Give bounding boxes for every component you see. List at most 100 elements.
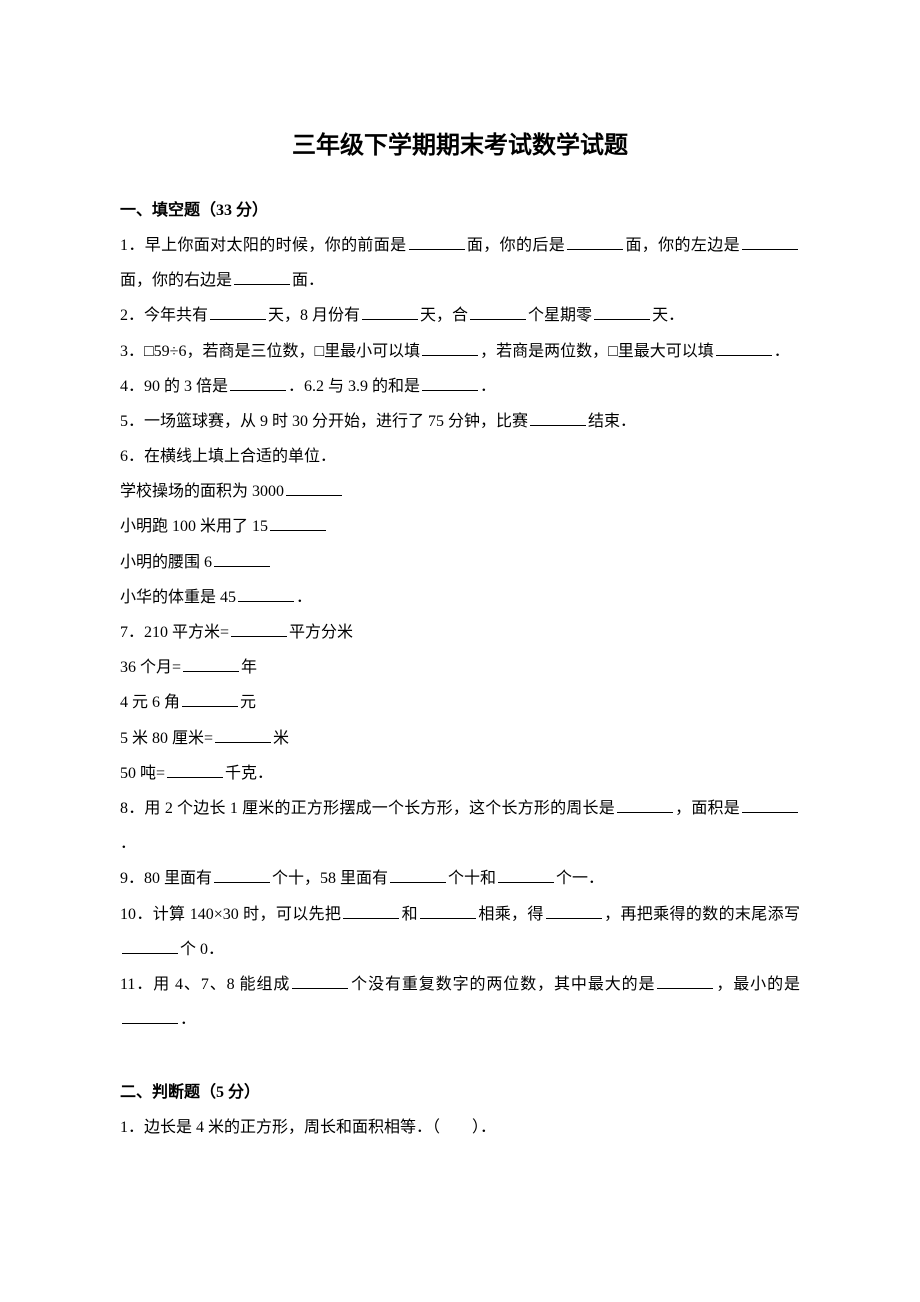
question-8: 8．用 2 个边长 1 厘米的正方形摆成一个长方形，这个长方形的周长是，面积是． <box>120 791 800 861</box>
blank <box>742 795 798 813</box>
q7-text-d: 年 <box>241 659 257 676</box>
blank <box>214 865 270 883</box>
q5-text-a: 5．一场篮球赛，从 9 时 30 分开始，进行了 75 分钟，比赛 <box>120 413 528 430</box>
section-2-header: 二、判断题（5 分） <box>120 1075 800 1110</box>
blank <box>215 725 271 743</box>
blank <box>716 338 772 356</box>
q9-text-a: 9．80 里面有 <box>120 870 212 887</box>
q2-text-e: 天． <box>652 307 684 324</box>
section2-question-1: 1．边长是 4 米的正方形，周长和面积相等．（ ）． <box>120 1110 800 1145</box>
q6-text-f: ． <box>296 589 312 606</box>
blank <box>122 1006 178 1024</box>
blank <box>234 267 290 285</box>
q2-text-a: 2．今年共有 <box>120 307 208 324</box>
blank <box>420 901 476 919</box>
q7-text-b: 平方分米 <box>289 624 353 641</box>
question-7-line3: 4 元 6 角元 <box>120 685 800 720</box>
blank <box>390 865 446 883</box>
q9-text-d: 个一． <box>556 870 604 887</box>
q7-text-f: 元 <box>240 694 256 711</box>
blank <box>214 549 270 567</box>
blank <box>270 513 326 531</box>
question-6-header: 6．在横线上填上合适的单位． <box>120 439 800 474</box>
q1-text-c: 面，你的左边是 <box>625 237 740 254</box>
question-6-line1: 学校操场的面积为 3000 <box>120 474 800 509</box>
question-1: 1．早上你面对太阳的时候，你的前面是 面，你的后是 面，你的左边是面，你的右边是 面． <box>120 228 800 298</box>
blank <box>292 971 348 989</box>
q2-text-c: 天，合 <box>420 307 468 324</box>
blank <box>122 936 178 954</box>
question-5: 5．一场篮球赛，从 9 时 30 分开始，进行了 75 分钟，比赛 结束． <box>120 404 800 439</box>
blank <box>657 971 713 989</box>
q3-text-b: ，若商是两位数，□里最大可以填 <box>480 343 714 360</box>
q10-text-e: 个 0． <box>180 941 224 958</box>
q6-text-e: 小华的体重是 45 <box>120 589 236 606</box>
question-7-line5: 50 吨= 千克． <box>120 756 800 791</box>
q1-text-a: 1．早上你面对太阳的时候，你的前面是 <box>120 237 407 254</box>
blank <box>286 478 342 496</box>
section-1-header: 一、填空题（33 分） <box>120 193 800 228</box>
q4-text-c: ． <box>480 378 496 395</box>
blank <box>238 584 294 602</box>
question-6-line3: 小明的腰围 6 <box>120 545 800 580</box>
blank <box>530 408 586 426</box>
q11-text-a: 11．用 4、7、8 能组成 <box>120 976 290 993</box>
question-7-line1: 7．210 平方米= 平方分米 <box>120 615 800 650</box>
q4-text-a: 4．90 的 3 倍是 <box>120 378 228 395</box>
q7-text-j: 千克． <box>225 765 273 782</box>
blank <box>594 302 650 320</box>
blank <box>362 302 418 320</box>
blank <box>210 302 266 320</box>
question-7-line2: 36 个月= 年 <box>120 650 800 685</box>
q11-text-b: 个没有重复数字的两位数，其中最大的是 <box>350 976 655 993</box>
q3-text-a: 3．□59÷6，若商是三位数，□里最小可以填 <box>120 343 420 360</box>
q2-text-d: 个星期零 <box>528 307 592 324</box>
q10-text-c: 相乘，得 <box>478 906 544 923</box>
q6-text-b: 学校操场的面积为 3000 <box>120 483 284 500</box>
blank <box>343 901 399 919</box>
q1-text-d: 面，你的右边是 <box>120 272 232 289</box>
blank <box>617 795 673 813</box>
question-4: 4．90 的 3 倍是 ．6.2 与 3.9 的和是 ． <box>120 369 800 404</box>
q1-text-b: 面，你的后是 <box>467 237 566 254</box>
question-7-line4: 5 米 80 厘米= 米 <box>120 721 800 756</box>
q11-text-d: ． <box>180 1011 196 1028</box>
q9-text-b: 个十，58 里面有 <box>272 870 388 887</box>
q10-text-d: ，再把乘得的数的末尾添写 <box>604 906 800 923</box>
blank <box>183 654 239 672</box>
q2-text-b: 天，8 月份有 <box>268 307 360 324</box>
blank <box>567 232 623 250</box>
section-gap <box>120 1037 800 1067</box>
question-10: 10．计算 140×30 时，可以先把 和 相乘，得 ，再把乘得的数的末尾添写个 0． <box>120 897 800 967</box>
q11-text-c: ，最小的是 <box>715 976 800 993</box>
q7-text-i: 50 吨= <box>120 765 165 782</box>
blank <box>422 338 478 356</box>
blank <box>742 232 798 250</box>
q7-text-a: 7．210 平方米= <box>120 624 229 641</box>
q7-text-c: 36 个月= <box>120 659 181 676</box>
q1-text-e: 面． <box>292 272 324 289</box>
q5-text-b: 结束． <box>588 413 636 430</box>
q8-text-b: ，面积是 <box>675 800 740 817</box>
blank <box>409 232 465 250</box>
blank <box>231 619 287 637</box>
q7-text-h: 米 <box>273 730 289 747</box>
question-6-line2: 小明跑 100 米用了 15 <box>120 509 800 544</box>
q3-text-c: ． <box>774 343 790 360</box>
blank <box>546 901 602 919</box>
question-2: 2．今年共有 天，8 月份有 天，合 个星期零 天． <box>120 298 800 333</box>
blank <box>230 373 286 391</box>
q6-text-c: 小明跑 100 米用了 15 <box>120 518 268 535</box>
q8-text-a: 8．用 2 个边长 1 厘米的正方形摆成一个长方形，这个长方形的周长是 <box>120 800 615 817</box>
blank <box>182 689 238 707</box>
question-3: 3．□59÷6，若商是三位数，□里最小可以填 ，若商是两位数，□里最大可以填 ． <box>120 334 800 369</box>
blank <box>498 865 554 883</box>
q4-text-b: ．6.2 与 3.9 的和是 <box>288 378 420 395</box>
question-11: 11．用 4、7、8 能组成 个没有重复数字的两位数，其中最大的是 ，最小的是 ． <box>120 967 800 1037</box>
blank <box>422 373 478 391</box>
q7-text-g: 5 米 80 厘米= <box>120 730 213 747</box>
question-6-line4: 小华的体重是 45 ． <box>120 580 800 615</box>
q10-text-b: 和 <box>401 906 418 923</box>
q10-text-a: 10．计算 140×30 时，可以先把 <box>120 906 341 923</box>
q9-text-c: 个十和 <box>448 870 496 887</box>
